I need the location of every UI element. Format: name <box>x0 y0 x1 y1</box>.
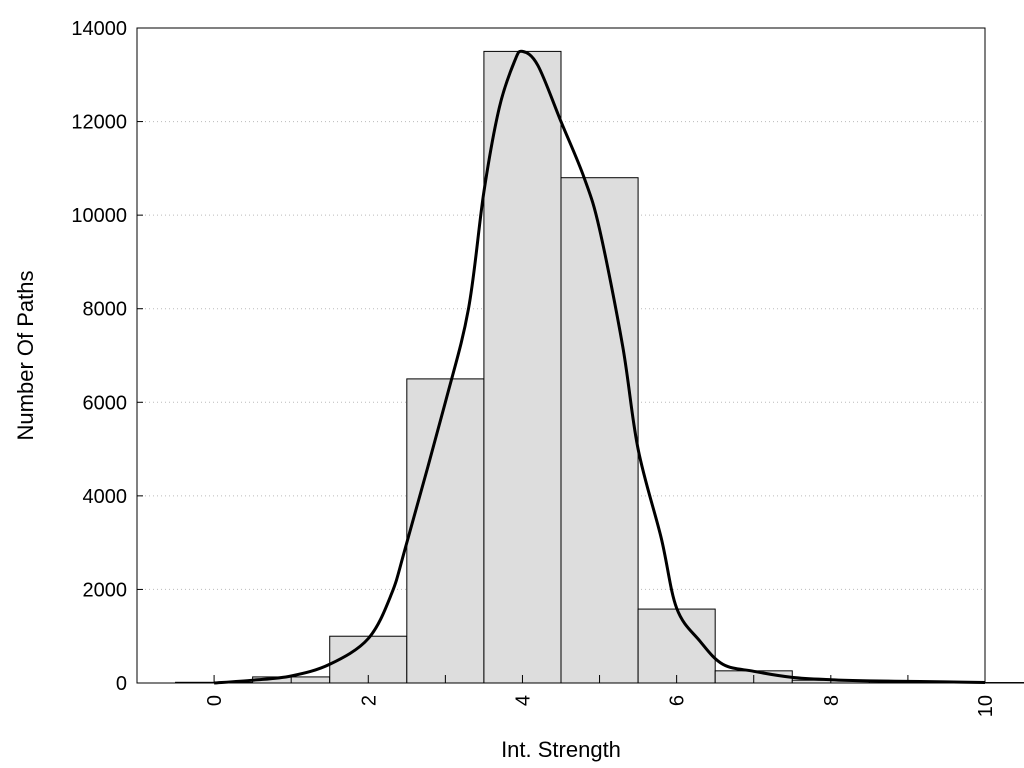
plot-frame <box>136 27 986 684</box>
y-tick-label: 12000 <box>71 112 127 134</box>
x-axis-label: Int. Strength <box>501 737 621 762</box>
y-tick-label: 10000 <box>71 205 127 227</box>
x-tick-label: 0 <box>204 695 226 706</box>
x-tick-label: 4 <box>512 695 534 706</box>
fit-curve-line <box>213 49 986 685</box>
y-tick-label: 0 <box>116 673 127 695</box>
x-tick-label: 6 <box>667 695 689 706</box>
y-tick-label: 8000 <box>83 299 128 321</box>
bar-5 <box>560 177 639 684</box>
bar-4 <box>483 50 562 684</box>
y-tick-label: 4000 <box>83 486 128 508</box>
x-tick-label: 2 <box>358 695 380 706</box>
bar-3 <box>406 378 485 684</box>
y-axis-ticks: 0 2000 4000 6000 8000 10000 12000 14000 <box>71 18 143 695</box>
y-tick-label: 14000 <box>71 18 127 40</box>
y-tick-label: 2000 <box>83 579 128 601</box>
fit-curve <box>213 49 986 685</box>
x-tick-label: 8 <box>821 695 843 706</box>
y-axis-label: Number Of Paths <box>13 271 38 441</box>
y-tick-label: 6000 <box>83 392 128 414</box>
histogram-bars <box>175 50 1024 684</box>
x-tick-label: 10 <box>975 695 997 717</box>
x-axis-ticks: 0 2 4 6 8 10 <box>204 675 997 717</box>
